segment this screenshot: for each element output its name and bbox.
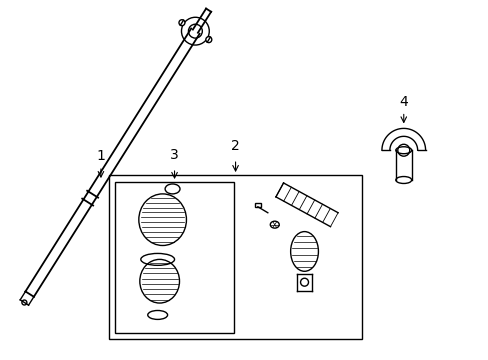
Circle shape xyxy=(22,300,27,305)
Bar xyxy=(109,175,361,339)
Text: 3: 3 xyxy=(170,148,179,162)
Bar xyxy=(115,182,234,333)
Text: 4: 4 xyxy=(399,95,407,109)
Text: 2: 2 xyxy=(231,139,240,153)
Bar xyxy=(254,203,260,207)
Text: 1: 1 xyxy=(96,149,105,163)
Circle shape xyxy=(205,37,211,42)
Circle shape xyxy=(179,20,184,26)
